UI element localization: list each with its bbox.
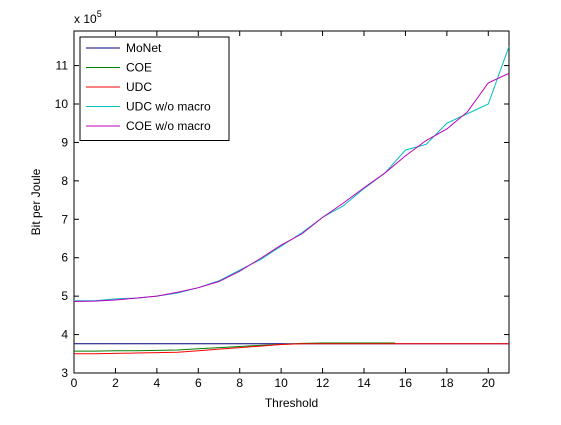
y-axis-label: Bit per Joule xyxy=(29,168,43,235)
series-line-coe-w-o-macro xyxy=(73,72,510,303)
x-tick-label: 16 xyxy=(399,376,413,390)
legend-label-coe: COE xyxy=(126,61,152,75)
y-tick-label: 8 xyxy=(61,174,68,188)
x-tick-label: 8 xyxy=(236,376,243,390)
y-tick-label: 10 xyxy=(55,97,69,111)
y-tick-label: 4 xyxy=(61,328,68,342)
x-axis-label: Threshold xyxy=(265,396,318,410)
y-axis-multiplier: x 105 xyxy=(74,9,102,26)
series-line-coe xyxy=(74,342,396,352)
series-line-udc xyxy=(74,343,509,355)
legend-label-udc-w-o-macro: UDC w/o macro xyxy=(126,100,211,114)
x-tick-label: 12 xyxy=(316,376,330,390)
x-tick-label: 4 xyxy=(154,376,161,390)
y-tick-label: 7 xyxy=(61,212,68,226)
y-tick-label: 6 xyxy=(61,251,68,265)
x-tick-label: 0 xyxy=(71,376,78,390)
legend-label-coe-w-o-macro: COE w/o macro xyxy=(126,119,211,133)
y-tick-label: 3 xyxy=(61,366,68,380)
legend-label-monet: MoNet xyxy=(126,41,162,55)
x-tick-label: 10 xyxy=(274,376,288,390)
x-tick-label: 18 xyxy=(440,376,454,390)
y-axis-multiplier-exponent: 5 xyxy=(97,9,102,19)
x-tick-label: 20 xyxy=(482,376,496,390)
y-tick-label: 9 xyxy=(61,135,68,149)
x-tick-label: 6 xyxy=(195,376,202,390)
legend-label-udc: UDC xyxy=(126,80,152,94)
legend-box xyxy=(79,36,230,141)
y-tick-label: 11 xyxy=(56,59,69,73)
y-axis-multiplier-base: x 10 xyxy=(74,12,97,26)
x-tick-label: 14 xyxy=(357,376,371,390)
x-tick-label: 2 xyxy=(112,376,119,390)
y-tick-label: 5 xyxy=(61,289,68,303)
